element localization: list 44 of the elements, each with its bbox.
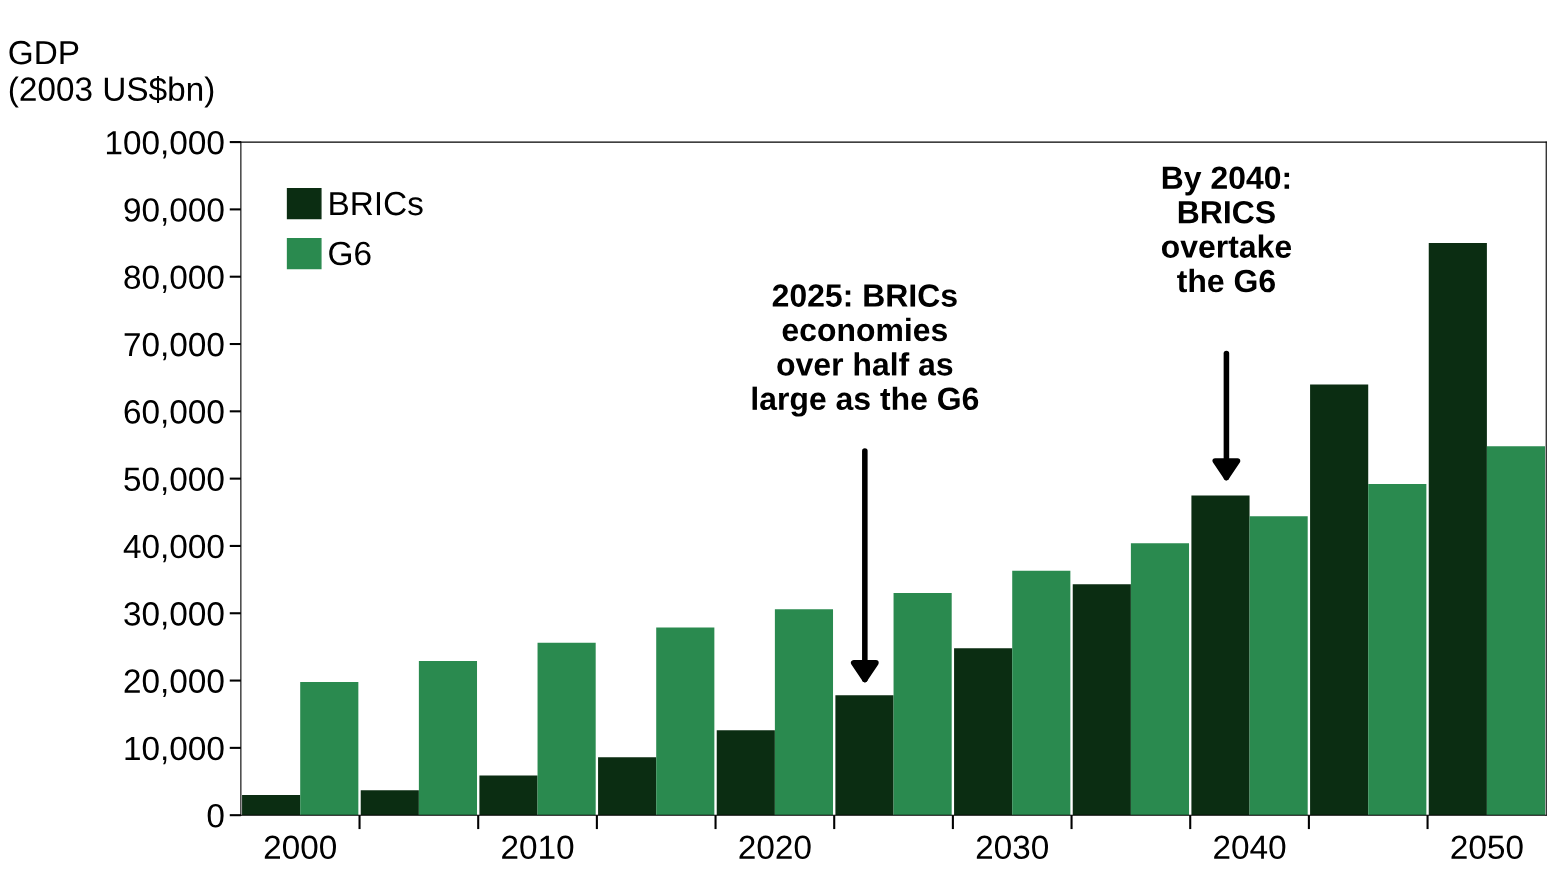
y-tick-label: 90,000 — [124, 198, 224, 226]
y-tick-label: 60,000 — [124, 400, 224, 428]
x-tick-label: 2050 — [1451, 835, 1523, 860]
annotation: By 2040: BRICS overtake the G6 — [1161, 166, 1292, 293]
bar — [1428, 243, 1487, 816]
y-tick-label: 0 — [207, 803, 224, 828]
bar — [479, 775, 538, 816]
y-tick-label: 10,000 — [125, 736, 224, 765]
bar — [1072, 584, 1131, 816]
bar — [1130, 543, 1190, 816]
y-tick-label: 50,000 — [124, 467, 224, 495]
y-tick-label: 70,000 — [124, 332, 224, 361]
x-tick-label: 2030 — [976, 835, 1048, 860]
legend-label: G6 — [329, 241, 371, 266]
y-axis-title: GDP (2003 US$bn) — [9, 40, 214, 108]
x-tick-label: 2000 — [264, 835, 336, 860]
y-tick-label: 30,000 — [124, 602, 224, 630]
bar — [893, 593, 952, 816]
bar — [656, 627, 715, 816]
y-tick-label: 40,000 — [123, 534, 224, 563]
bar — [954, 648, 1013, 816]
y-tick-label: 20,000 — [124, 669, 224, 697]
bar — [537, 642, 596, 816]
x-tick-label: 2020 — [739, 835, 811, 860]
bar — [1012, 570, 1071, 816]
bar — [835, 695, 894, 816]
bar — [1191, 495, 1250, 816]
bar — [418, 661, 478, 816]
bar — [300, 681, 359, 816]
bar — [598, 757, 657, 816]
bar — [716, 730, 775, 816]
bar — [242, 794, 301, 816]
y-tick-label: 80,000 — [124, 265, 224, 294]
bar — [1310, 384, 1369, 816]
legend-label: BRICs — [330, 191, 423, 216]
x-tick-label: 2040 — [1214, 835, 1286, 860]
bar — [360, 790, 419, 816]
annotation: 2025: BRICs economies over half as large as the G6 — [752, 284, 979, 417]
bar — [1368, 484, 1427, 816]
y-tick-label: 100,000 — [106, 130, 224, 159]
x-tick-label: 2010 — [502, 835, 574, 860]
bar — [1486, 446, 1546, 816]
bar — [774, 609, 834, 816]
bar — [1249, 516, 1308, 816]
